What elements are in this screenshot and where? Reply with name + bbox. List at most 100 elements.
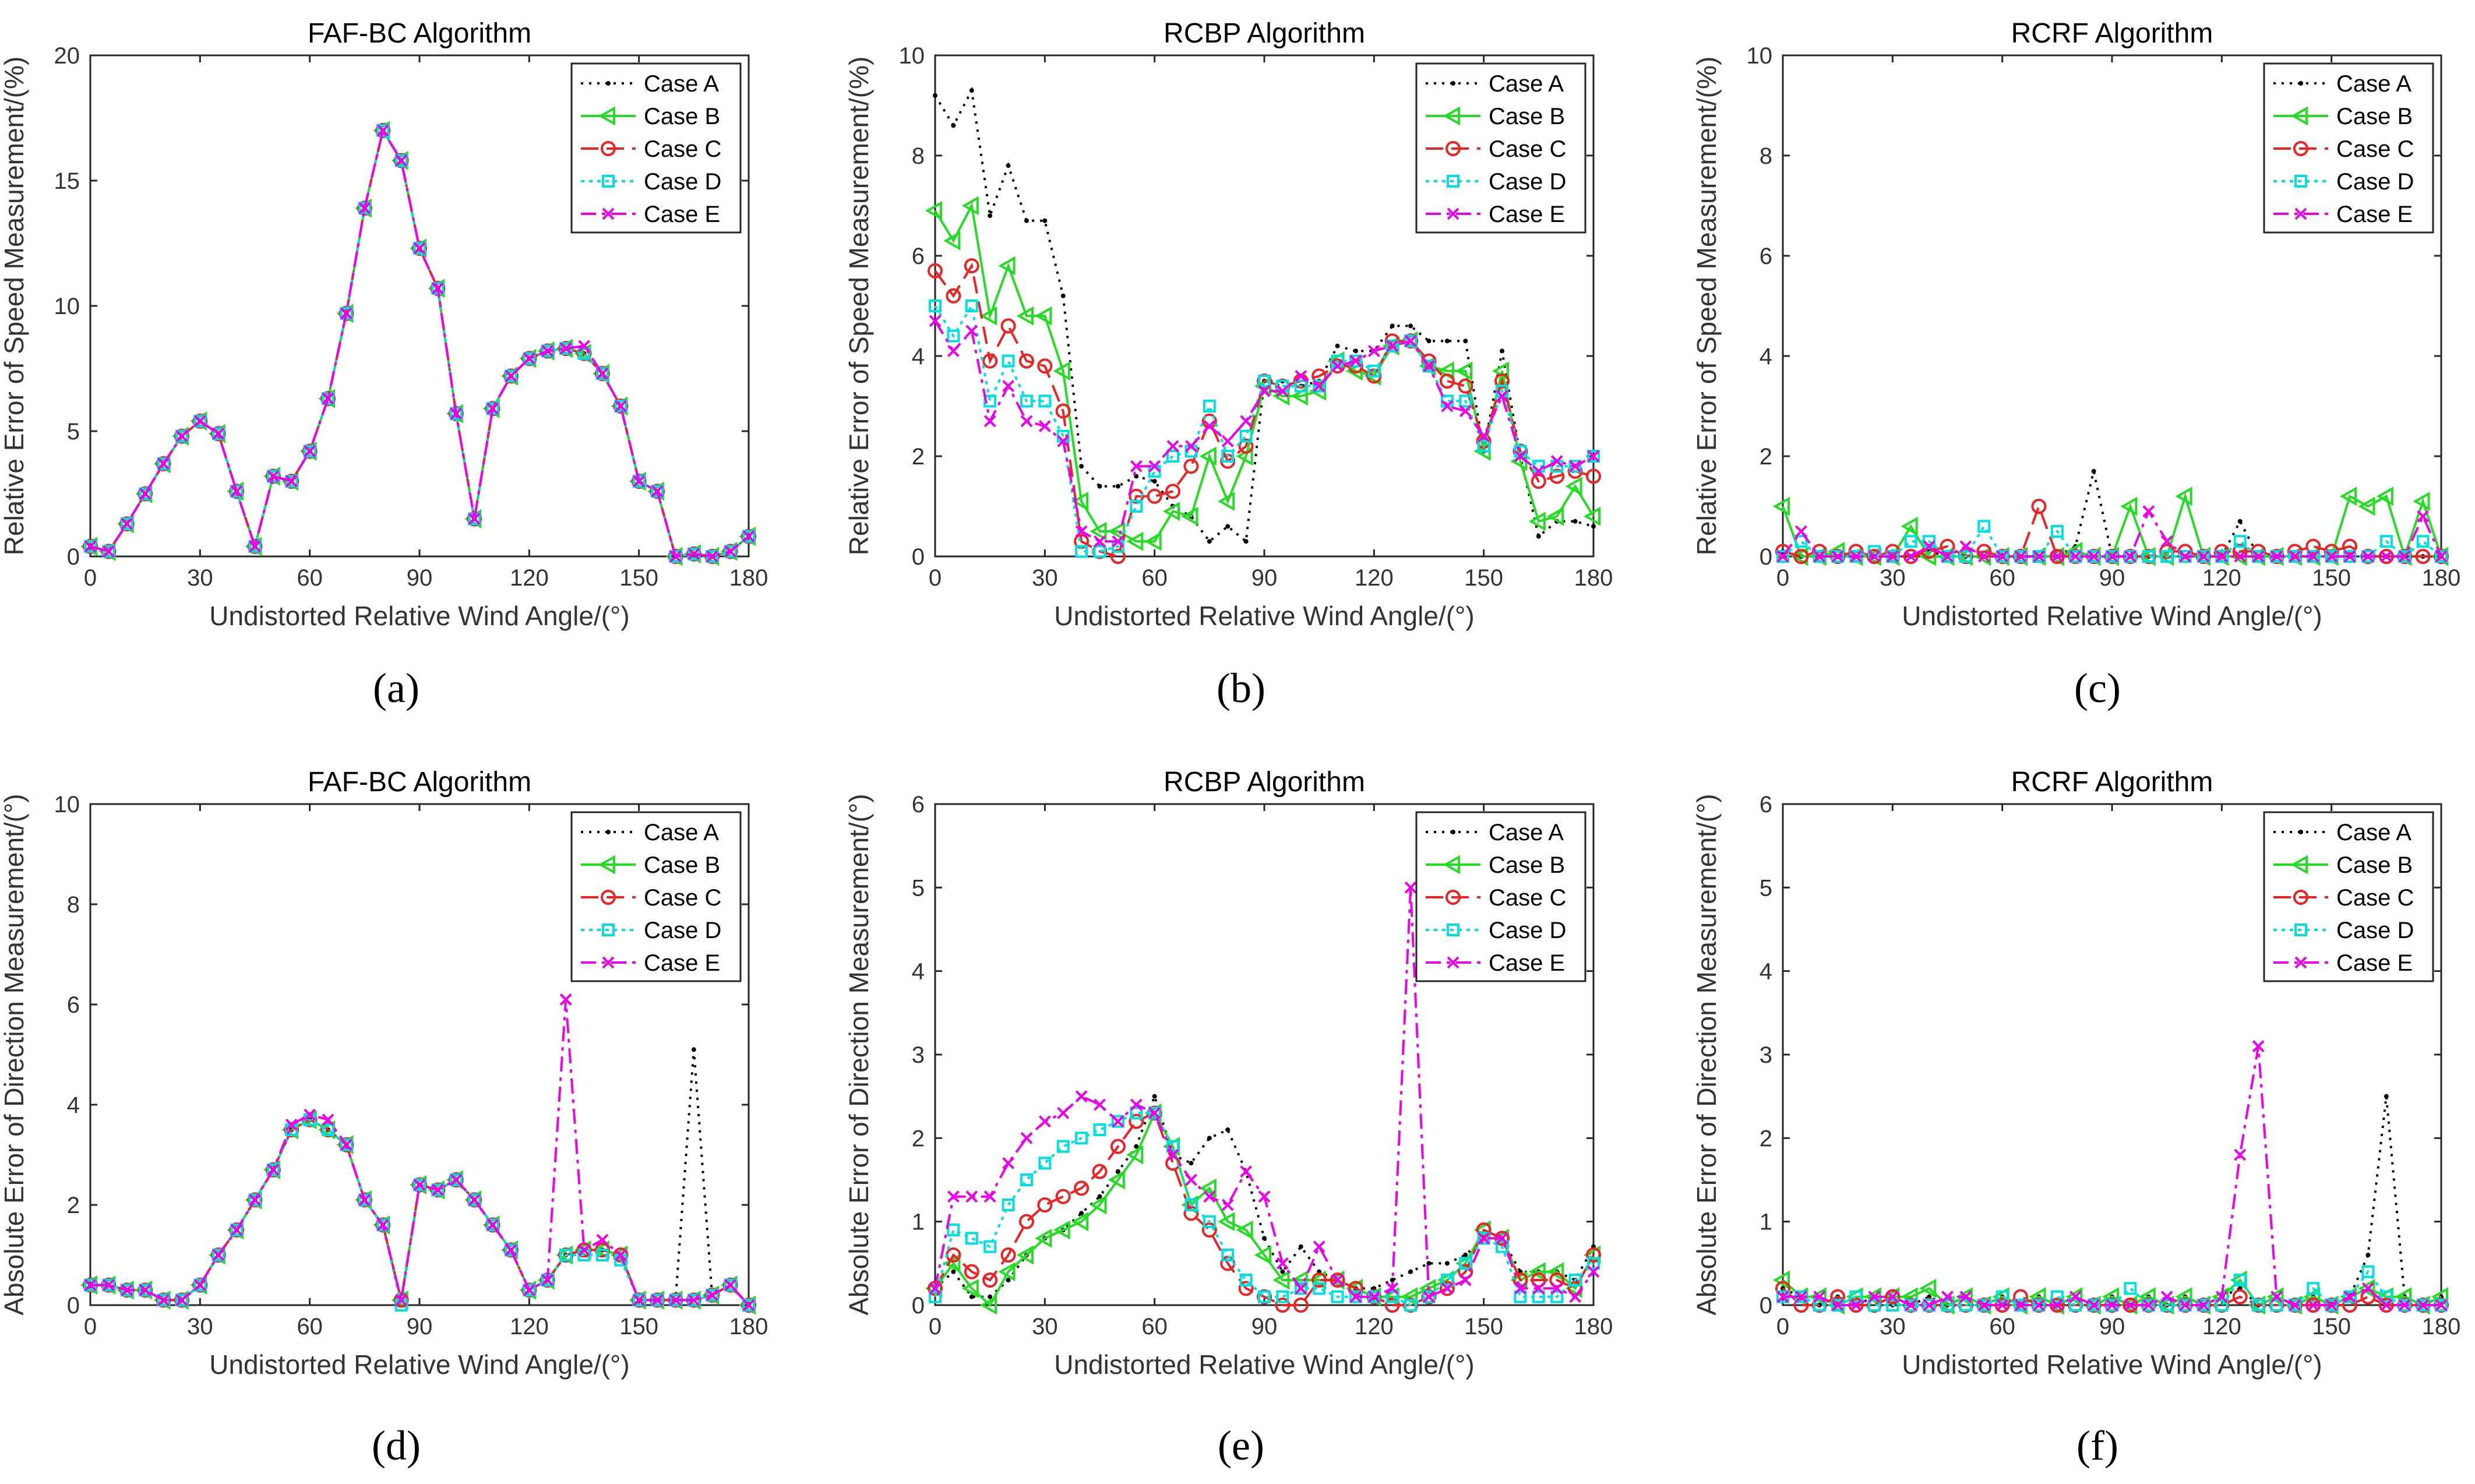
y-tick-label: 2 xyxy=(1760,444,1772,470)
data-point xyxy=(2091,468,2096,474)
data-point xyxy=(285,475,298,488)
data-point xyxy=(211,427,225,440)
data-point xyxy=(1134,1144,1139,1149)
data-point xyxy=(1000,318,1016,334)
data-point xyxy=(1053,1220,1070,1240)
data-point xyxy=(1568,460,1582,473)
data-point xyxy=(1074,1180,1090,1196)
data-point xyxy=(1919,547,1937,566)
data-point xyxy=(1313,380,1325,393)
data-point xyxy=(1478,1232,1490,1245)
data-point xyxy=(2233,535,2247,548)
data-point xyxy=(358,1193,371,1206)
data-point xyxy=(951,123,956,128)
data-point xyxy=(1569,1291,1582,1303)
data-point xyxy=(1313,379,1326,393)
data-point xyxy=(1311,368,1327,384)
x-tick-label: 60 xyxy=(1141,565,1168,591)
legend-label: Case A xyxy=(2336,820,2411,845)
data-point xyxy=(559,1249,573,1261)
data-point xyxy=(1225,1127,1231,1132)
data-point xyxy=(1439,1281,1455,1296)
data-point xyxy=(230,1224,244,1236)
y-tick-label: 10 xyxy=(899,43,925,69)
data-point xyxy=(961,1278,979,1298)
data-point xyxy=(988,1294,993,1299)
legend-label: Case A xyxy=(644,71,719,97)
data-point xyxy=(559,342,572,355)
data-point xyxy=(1903,549,1919,564)
x-tick-label: 30 xyxy=(1880,1314,1906,1340)
data-point xyxy=(965,1190,978,1203)
data-point xyxy=(1444,1261,1450,1266)
data-point xyxy=(1225,524,1231,529)
data-point xyxy=(1923,540,1935,553)
data-point xyxy=(1055,403,1071,419)
x-tick-label: 120 xyxy=(510,565,549,591)
data-point xyxy=(304,1108,316,1121)
data-point xyxy=(1144,531,1162,551)
data-point xyxy=(1905,550,1917,563)
data-point xyxy=(2215,550,2228,563)
data-point xyxy=(1238,1281,1254,1296)
data-point xyxy=(102,545,115,558)
x-tick-label: 0 xyxy=(929,1314,942,1340)
data-point xyxy=(1000,1247,1016,1263)
data-point xyxy=(413,242,426,255)
data-point xyxy=(929,299,942,312)
x-tick-label: 0 xyxy=(1776,565,1789,591)
y-tick-label: 4 xyxy=(1760,959,1772,985)
data-point xyxy=(1995,1290,2009,1303)
data-point xyxy=(998,256,1016,276)
data-point xyxy=(1587,450,1600,463)
x-tick-label: 150 xyxy=(2312,1314,2351,1340)
y-tick-label: 5 xyxy=(912,875,925,901)
x-tick-label: 150 xyxy=(619,565,658,591)
data-point xyxy=(706,1288,719,1302)
y-tick-label: 10 xyxy=(54,792,80,817)
x-tick-label: 30 xyxy=(1032,565,1058,591)
data-point xyxy=(1002,1157,1014,1169)
legend-marker xyxy=(1445,141,1461,156)
data-point xyxy=(376,1218,390,1232)
data-point xyxy=(595,367,609,380)
x-axis-label: Undistorted Relative Wind Angle/(°) xyxy=(1054,1349,1475,1380)
x-axis-label: Undistorted Relative Wind Angle/(°) xyxy=(1902,1349,2322,1380)
legend-label: Case E xyxy=(2336,202,2413,227)
data-point xyxy=(1831,1299,1844,1312)
data-point xyxy=(1349,1291,1362,1303)
data-point xyxy=(1849,1290,1863,1303)
legend-marker xyxy=(602,207,615,220)
data-point xyxy=(651,485,664,498)
legend-marker xyxy=(1447,956,1459,969)
legend-marker xyxy=(598,106,615,126)
legend-label: Case E xyxy=(644,950,720,976)
data-point xyxy=(1886,1291,1899,1303)
data-point xyxy=(2232,1289,2248,1305)
data-point xyxy=(2088,550,2100,563)
data-point xyxy=(1426,339,1432,344)
x-tick-label: 120 xyxy=(1355,565,1394,591)
data-point xyxy=(2270,1299,2283,1312)
legend-marker xyxy=(2294,956,2307,969)
y-tick-label: 8 xyxy=(67,892,80,918)
x-tick-label: 60 xyxy=(1989,565,2015,591)
data-point xyxy=(1020,394,1033,408)
series-5 xyxy=(1776,1040,2448,1312)
data-point xyxy=(1275,1298,1291,1313)
data-point xyxy=(1426,1261,1432,1266)
data-point xyxy=(139,487,152,500)
data-point xyxy=(2435,550,2448,563)
x-axis-label: Undistorted Relative Wind Angle/(°) xyxy=(1054,601,1475,631)
data-point xyxy=(139,1284,151,1296)
data-point xyxy=(1886,550,1899,563)
data-point xyxy=(742,530,755,543)
data-point xyxy=(1996,550,2009,563)
data-point xyxy=(947,1190,960,1203)
data-point xyxy=(1207,539,1212,544)
data-point xyxy=(1977,520,1991,533)
data-point xyxy=(1386,1282,1399,1295)
data-point xyxy=(523,352,535,365)
x-tick-label: 30 xyxy=(1880,565,1906,591)
x-tick-label: 30 xyxy=(187,1314,213,1340)
